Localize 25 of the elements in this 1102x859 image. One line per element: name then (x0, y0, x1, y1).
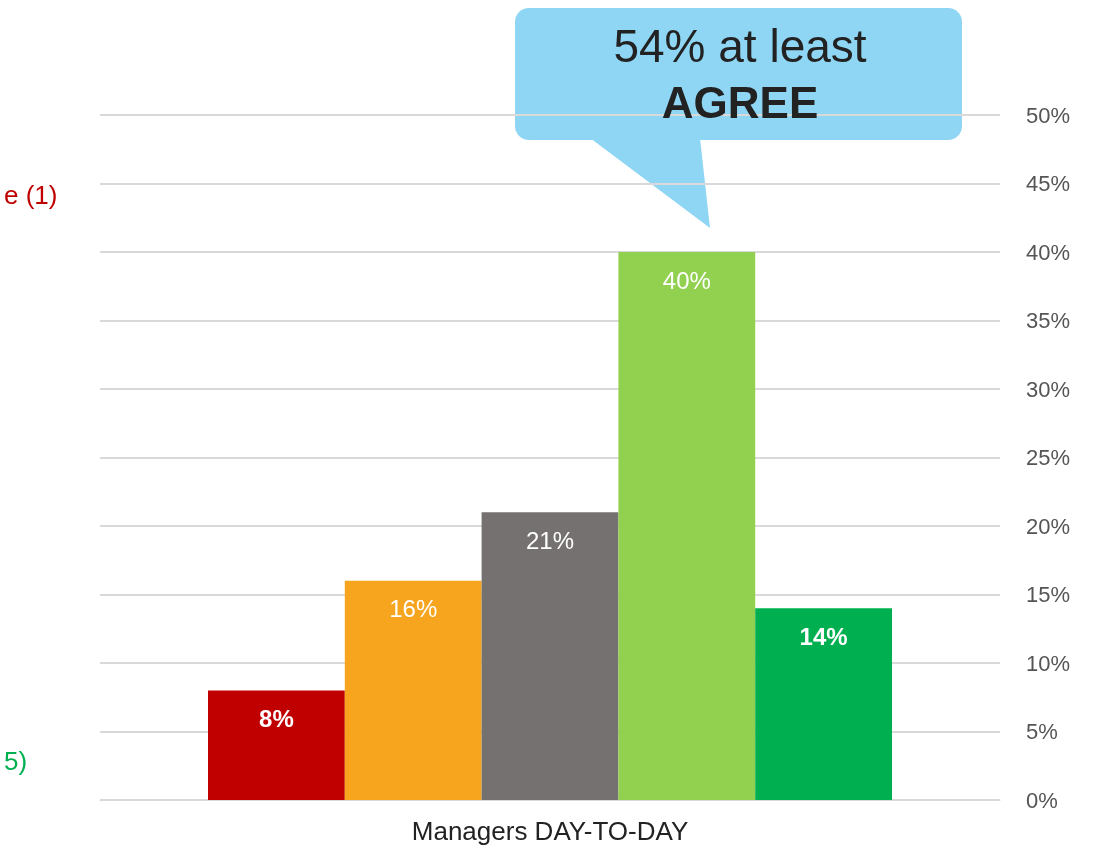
y-tick-label: 45% (1026, 171, 1071, 196)
annotation: 54% at least AGREE (613, 20, 867, 127)
data-label: 21% (525, 526, 575, 554)
y-tick-label: 35% (1026, 308, 1071, 333)
text: e (1) (4, 180, 58, 210)
y-tick-label: 25% (1026, 445, 1071, 470)
bar (618, 252, 756, 800)
data-label: 16% (389, 595, 438, 623)
bar (208, 690, 345, 800)
data-label: 14% (799, 622, 848, 650)
y-tick-label: 40% (1026, 239, 1071, 265)
y-tick-label: 15% (1026, 582, 1071, 607)
data-label: 40% (662, 266, 711, 294)
bar (481, 512, 619, 800)
y-tick-label: 10% (1026, 650, 1071, 676)
x-tick-label: Managers DAY-TO-DAY (411, 816, 689, 846)
y-tick-label: 20% (1026, 513, 1071, 539)
data-label: 8% (259, 704, 294, 732)
y-tick-label: 0% (1026, 787, 1058, 813)
y-tick-label: 5% (1026, 719, 1058, 744)
bar (755, 608, 892, 800)
text: 5) (4, 746, 28, 776)
bar (344, 580, 482, 800)
y-tick-label: 50% (1026, 102, 1071, 128)
y-tick-label: 30% (1026, 376, 1071, 402)
